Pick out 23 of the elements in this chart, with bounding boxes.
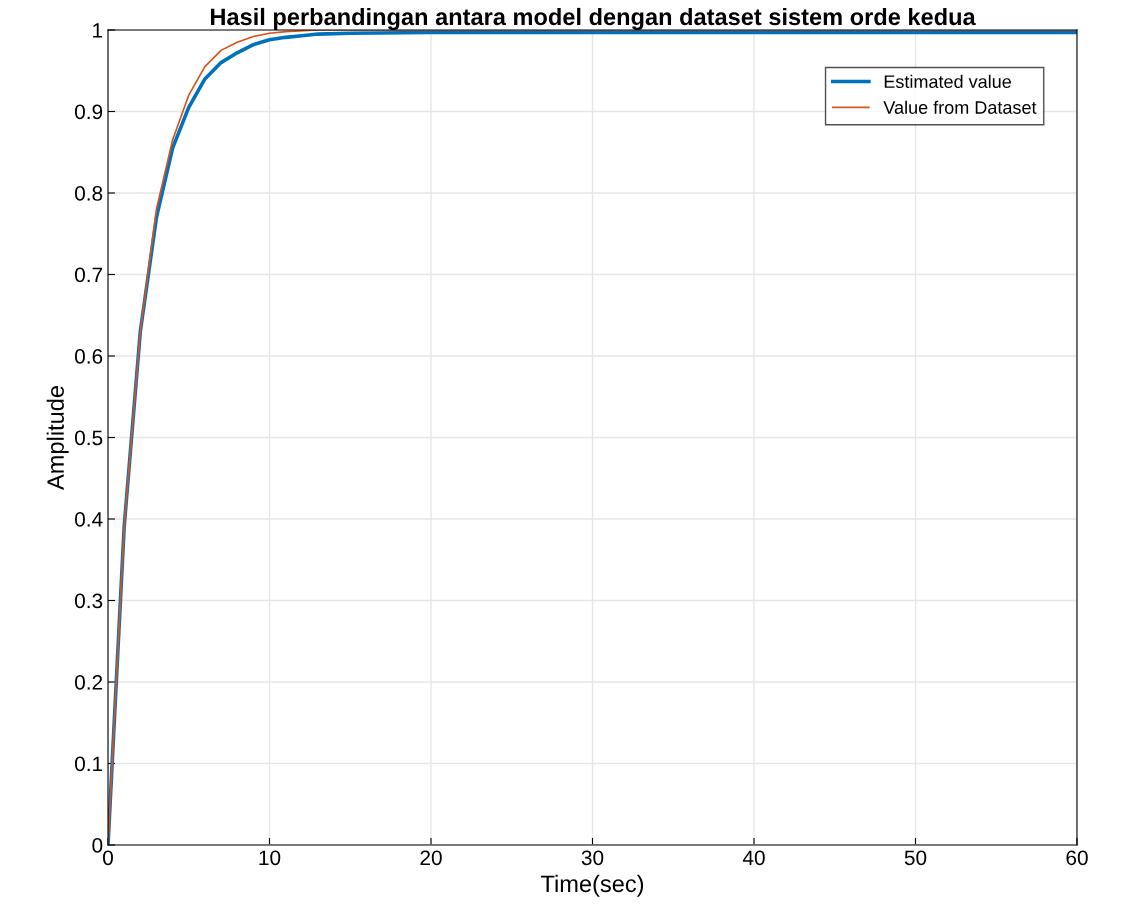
y-axis-title: Amplitude — [46, 386, 69, 490]
x-axis-title: Time(sec) — [541, 874, 644, 897]
y-tick-label: 0.3 — [74, 593, 103, 609]
y-tick-label: 0.5 — [74, 430, 103, 446]
y-tick-label: 0 — [92, 838, 103, 853]
y-tick-label: 0.7 — [74, 267, 103, 283]
x-tick-label: 20 — [420, 850, 442, 866]
chart-title: Hasil perbandingan antara model dengan dataset sistem orde kedua — [210, 7, 976, 30]
x-tick-label: 10 — [259, 850, 281, 866]
x-tick-label: 60 — [1066, 850, 1088, 866]
x-tick-label: 40 — [742, 850, 765, 866]
legend-label: Value from Dataset — [883, 100, 1037, 114]
legend-label: Estimated value — [884, 74, 1011, 89]
y-tick-label: 0.1 — [74, 756, 103, 772]
y-tick-label: 0.8 — [74, 186, 103, 201]
y-tick-label: 0.2 — [74, 675, 103, 690]
y-tick-label: 0.6 — [74, 349, 103, 364]
x-tick-label: 50 — [904, 850, 927, 866]
y-tick-label: 1 — [93, 23, 103, 38]
x-tick-label: 30 — [581, 850, 604, 866]
y-tick-label: 0.4 — [74, 512, 103, 527]
x-tick-label: 0 — [103, 850, 113, 866]
y-tick-label: 0.9 — [74, 104, 103, 120]
